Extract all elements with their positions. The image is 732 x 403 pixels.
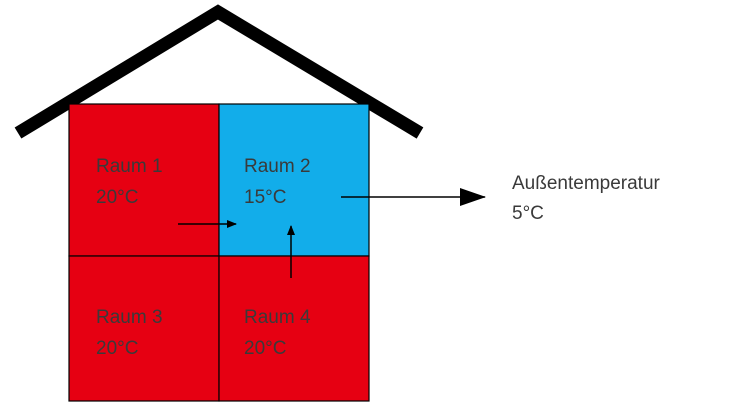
room-2-temperature: 15°C <box>244 187 286 208</box>
room-4-temperature: 20°C <box>244 338 286 359</box>
roof <box>14 4 424 139</box>
room-1-name: Raum 1 <box>96 156 163 177</box>
outside-label: Außentemperatur <box>512 173 661 194</box>
room-1 <box>68 103 220 257</box>
room-3 <box>68 255 220 402</box>
room-1-temperature: 20°C <box>96 187 138 208</box>
room-4-name: Raum 4 <box>244 307 311 328</box>
outside-temperature: 5°C <box>512 203 544 224</box>
room-4 <box>218 255 370 402</box>
room-3-name: Raum 3 <box>96 307 163 328</box>
room-2 <box>218 103 370 257</box>
room-3-temperature: 20°C <box>96 338 138 359</box>
room-2-name: Raum 2 <box>244 156 311 177</box>
